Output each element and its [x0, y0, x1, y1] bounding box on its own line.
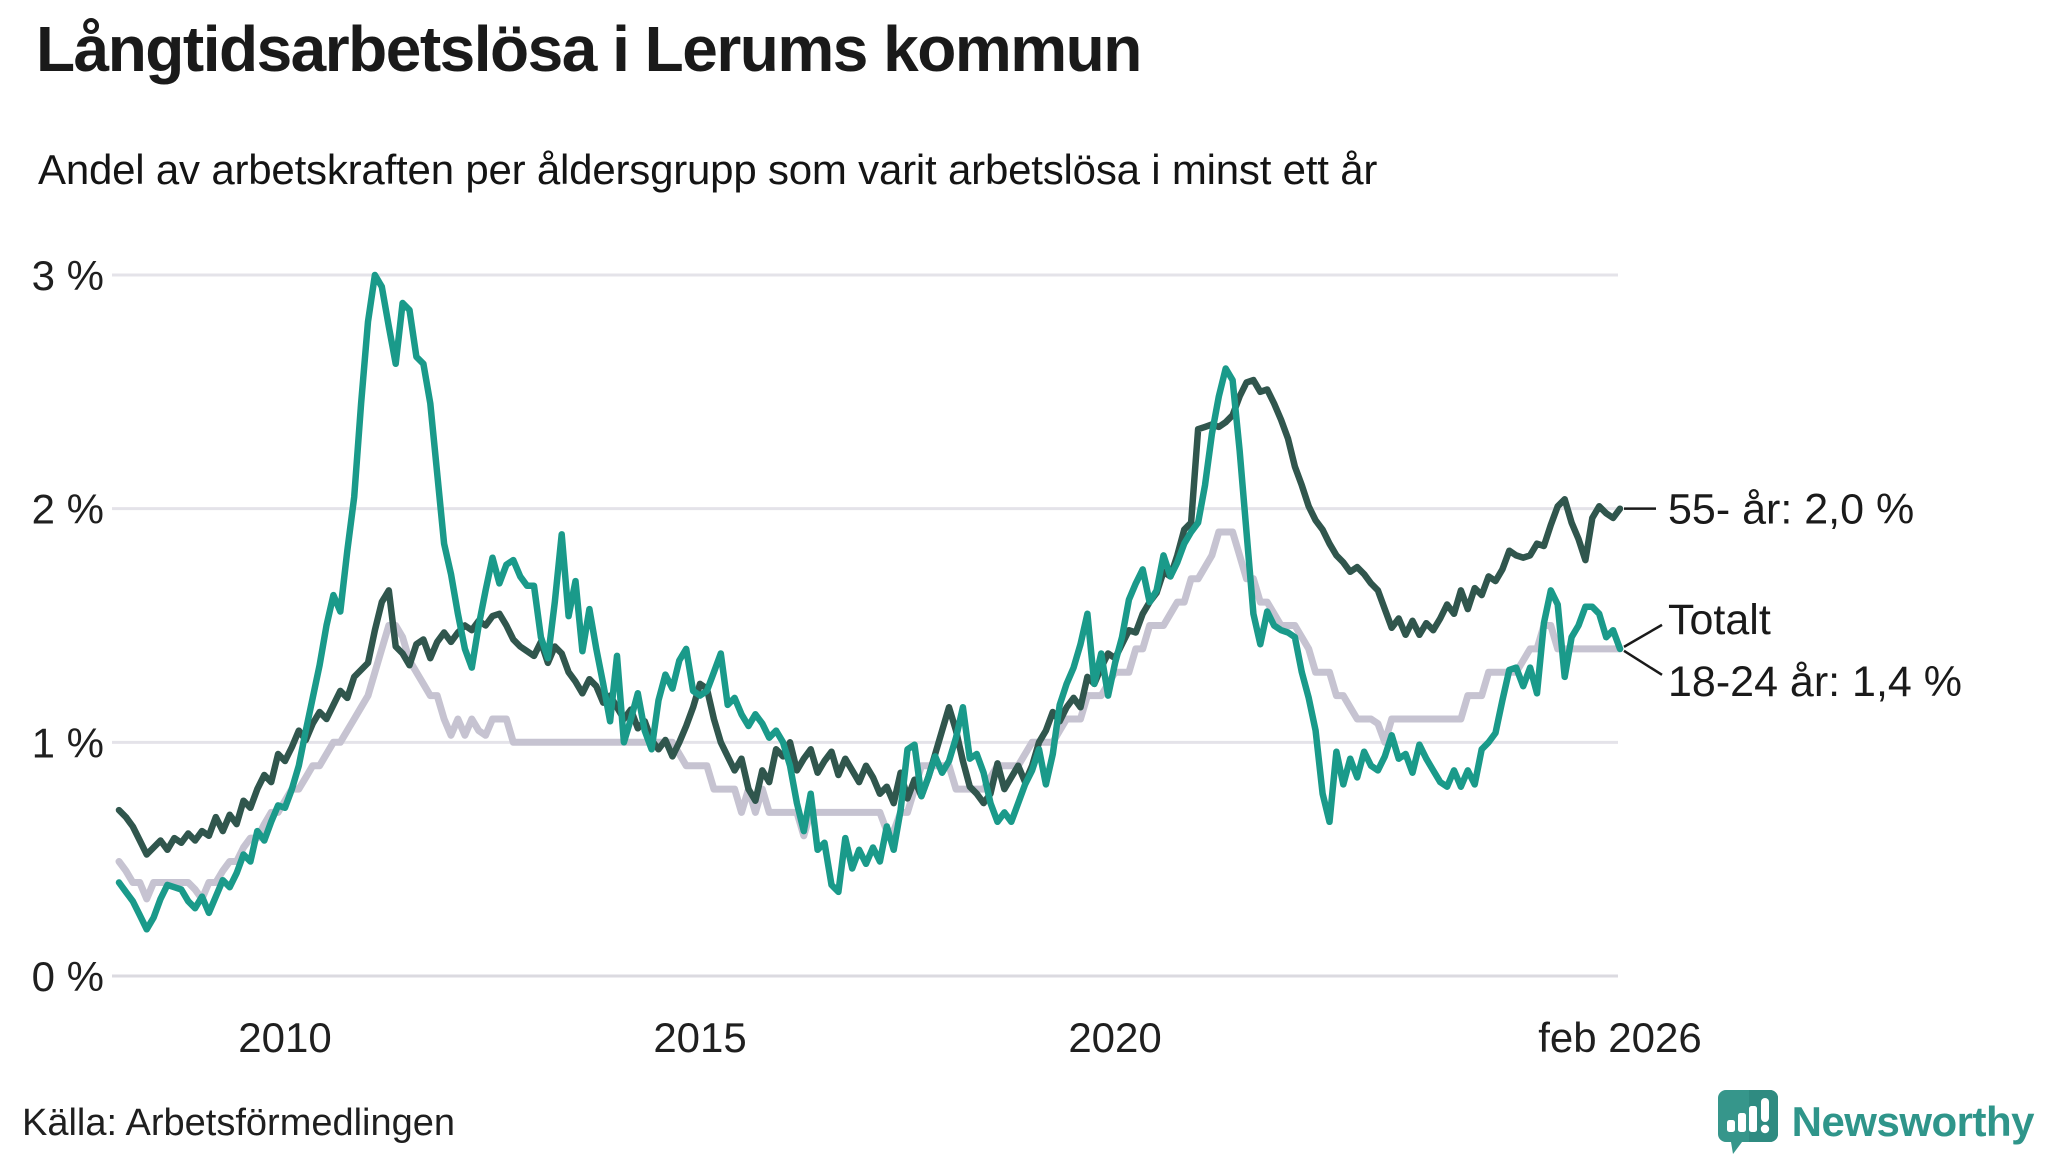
- source-note: Källa: Arbetsförmedlingen: [22, 1102, 456, 1144]
- y-axis-label-0pct: 0 %: [32, 953, 104, 1000]
- annotation-connector-18-24-år: [1623, 649, 1663, 676]
- x-axis-label-2020: 2020: [1068, 1014, 1161, 1061]
- y-axis-label-3pct: 3 %: [32, 252, 104, 299]
- y-axis-label-2pct: 2 %: [32, 486, 104, 533]
- annotation-connector-Totalt: [1623, 623, 1663, 648]
- x-axis-label-feb-2026: feb 2026: [1538, 1014, 1702, 1061]
- page-subtitle: Andel av arbetskraften per åldersgrupp s…: [38, 146, 1378, 193]
- x-axis-label-2015: 2015: [653, 1014, 746, 1061]
- series-line-Totalt: [115, 528, 1624, 903]
- brand-logo: Newsworthy: [1716, 1088, 2035, 1156]
- series-line-18-24-år: [115, 271, 1624, 933]
- brand-name: Newsworthy: [1791, 1098, 2035, 1145]
- y-axis-label-1pct: 1 %: [32, 719, 104, 766]
- newsworthy-speech-bubble-bar-chart-icon: [1717, 1090, 1778, 1154]
- annotation-label-18-24-år: 18-24 år: 1,4 %: [1668, 658, 1962, 706]
- series-line-55--år: [115, 376, 1624, 858]
- x-axis-label-2010: 2010: [238, 1014, 331, 1061]
- annotation-label-Totalt: Totalt: [1668, 596, 1771, 644]
- page-title: Långtidsarbetslösa i Lerums kommun: [36, 13, 1142, 85]
- annotation-label-55--år: 55- år: 2,0 %: [1668, 486, 1914, 534]
